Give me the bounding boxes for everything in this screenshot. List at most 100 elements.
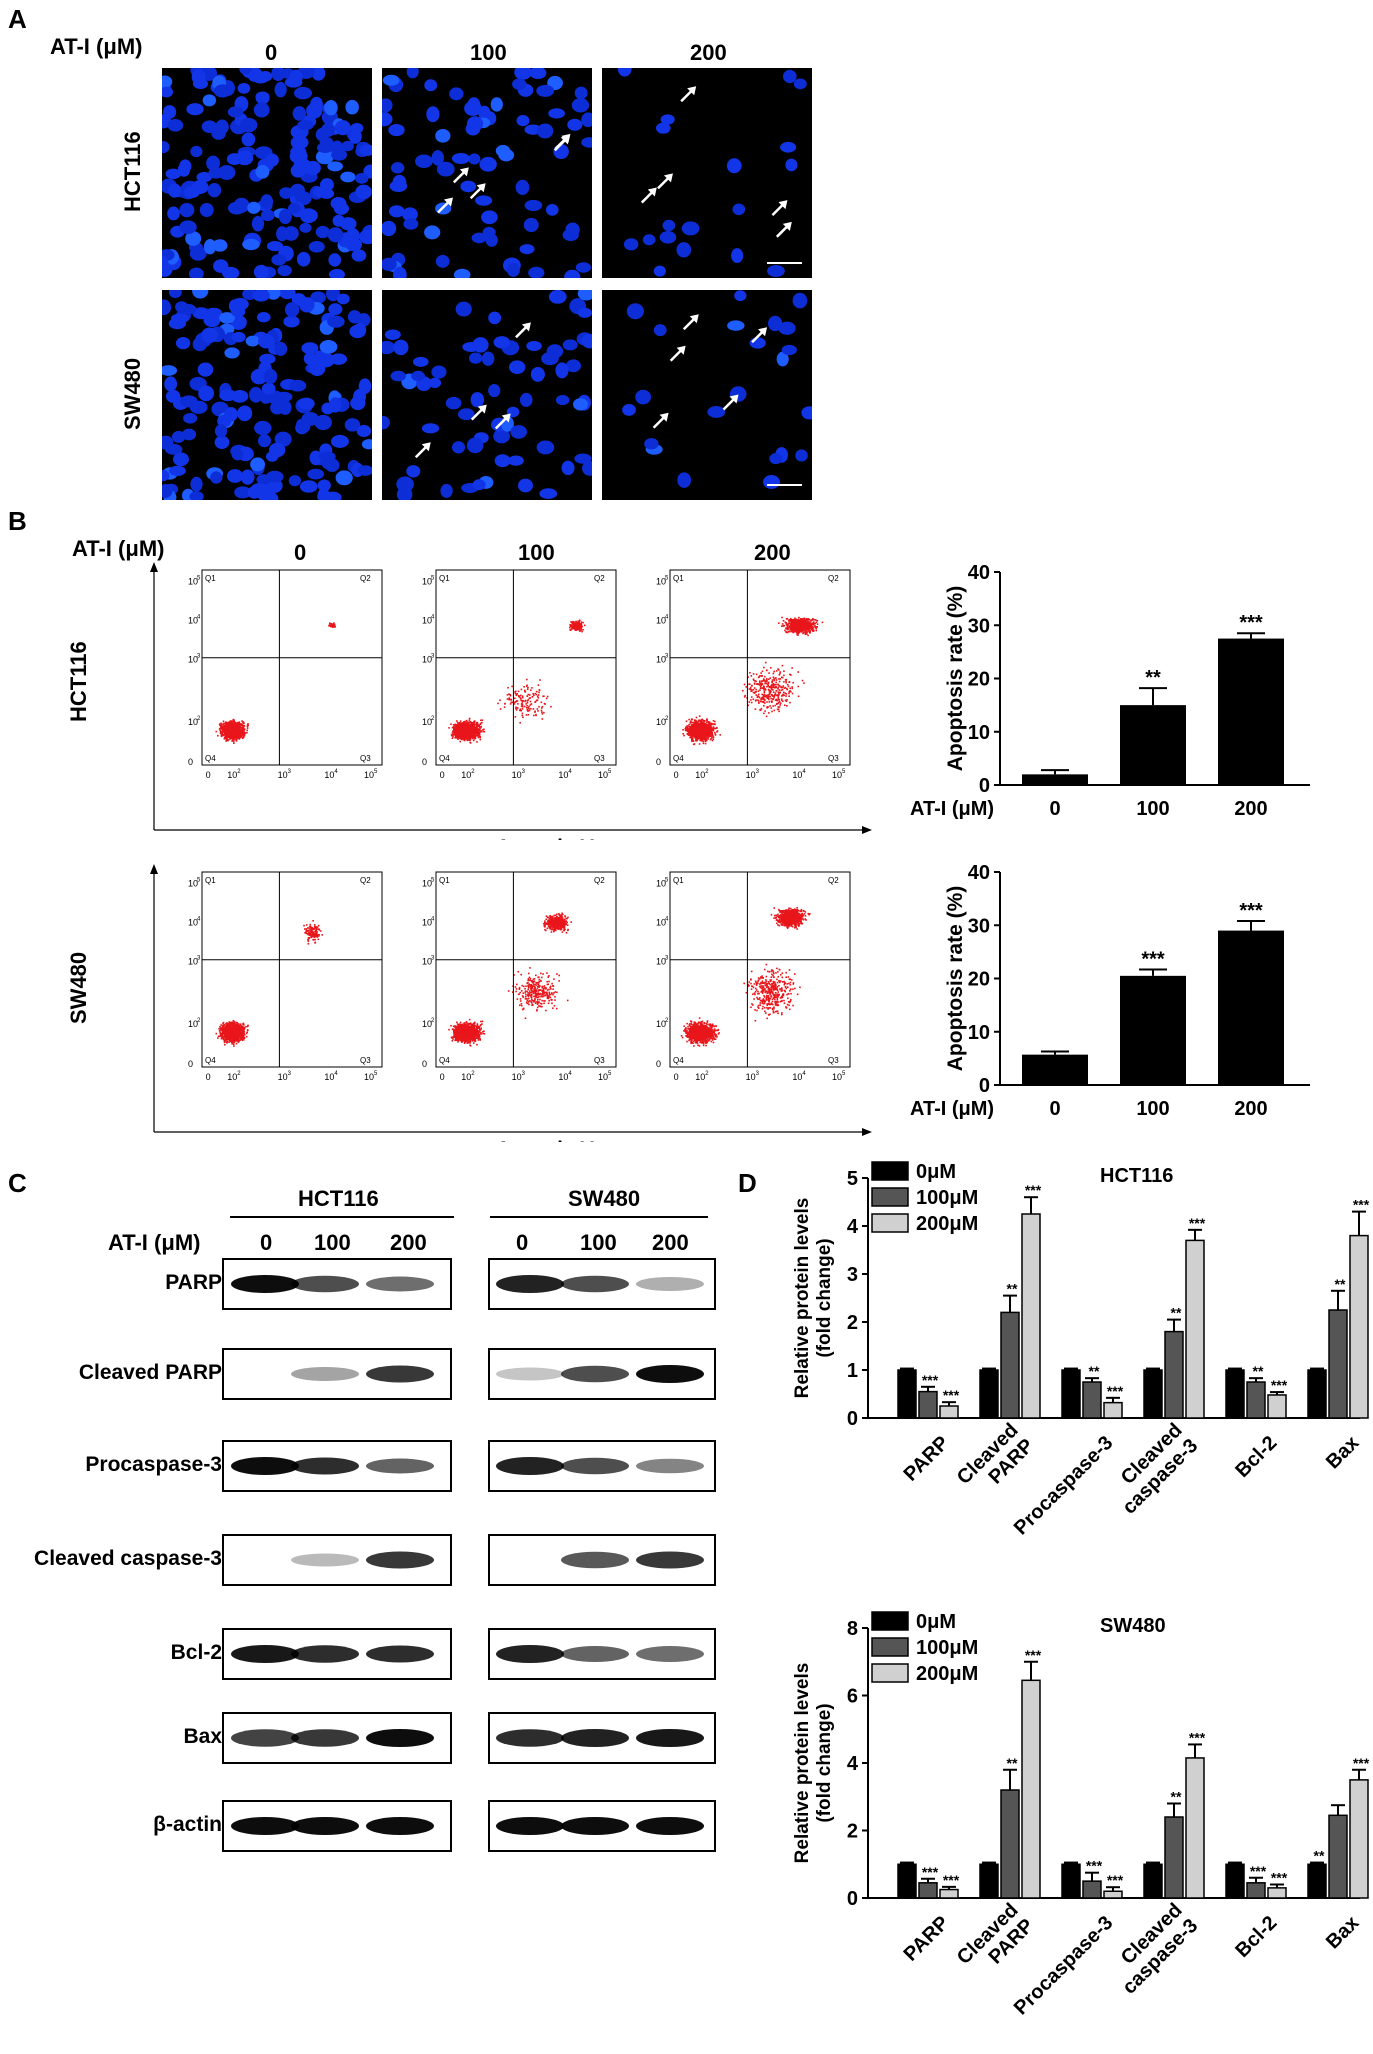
event-dot: [460, 722, 462, 725]
event-dot: [229, 722, 231, 725]
event-dot: [453, 730, 456, 733]
nucleus: [283, 315, 300, 328]
event-dot: [716, 730, 719, 732]
flow-y-tick: 10: [422, 577, 432, 587]
event-dot: [684, 728, 687, 730]
flow-x-tick-exp: 4: [334, 769, 338, 775]
event-dot: [692, 726, 695, 729]
event-dot: [230, 727, 233, 729]
event-dot: [222, 725, 225, 728]
event-dot: [799, 630, 801, 633]
nucleus: [162, 256, 169, 272]
event-dot: [460, 726, 462, 729]
event-dot: [571, 624, 573, 627]
nucleus: [183, 186, 200, 199]
nucleus: [214, 435, 230, 449]
event-dot: [527, 713, 530, 716]
event-dot: [524, 699, 527, 702]
event-dot: [692, 731, 694, 734]
event-dot: [471, 723, 474, 726]
event-dot: [705, 738, 707, 741]
event-dot: [456, 726, 459, 729]
event-dot: [577, 620, 580, 623]
flow-y-tick: 0: [422, 757, 427, 767]
nucleus: [457, 408, 475, 421]
event-dot: [712, 738, 715, 741]
event-dot: [221, 728, 224, 731]
event-dot: [691, 734, 694, 737]
event-dot: [815, 629, 818, 632]
event-dot: [241, 736, 244, 739]
event-dot: [230, 732, 232, 735]
event-dot: [538, 689, 541, 692]
dose-header-b-0: 0: [294, 540, 307, 565]
nucleus: [676, 242, 692, 258]
event-dot: [530, 689, 532, 691]
quadrant-label: Q2: [360, 574, 371, 583]
event-dot: [709, 726, 711, 729]
event-dot: [463, 724, 466, 727]
event-dot: [540, 701, 543, 704]
nucleus: [162, 86, 174, 98]
event-dot: [223, 728, 226, 730]
event-dot: [455, 733, 457, 735]
event-dot: [242, 721, 245, 723]
event-dot: [332, 626, 334, 628]
nucleus: [179, 303, 197, 315]
event-dot: [579, 627, 581, 630]
event-dot: [332, 623, 334, 626]
nucleus: [252, 290, 270, 302]
nucleus: [536, 84, 555, 97]
event-dot: [570, 621, 572, 623]
event-dot: [690, 726, 693, 729]
event-dot: [237, 729, 239, 731]
event-dot: [466, 735, 469, 738]
event-dot: [796, 626, 799, 628]
nucleus: [297, 119, 314, 131]
nucleus: [653, 265, 666, 277]
event-dot: [574, 623, 577, 626]
nucleus: [335, 470, 353, 486]
event-dot: [690, 725, 693, 728]
event-dot: [243, 731, 246, 734]
nucleus: [192, 290, 209, 299]
nucleus: [279, 400, 292, 415]
event-dot: [703, 720, 705, 723]
nucleus: [510, 425, 528, 439]
event-dot: [233, 730, 236, 733]
nucleus: [265, 153, 279, 167]
event-dot: [685, 728, 688, 731]
nucleus: [197, 362, 214, 377]
event-dot: [470, 734, 472, 736]
dose-header-b-100: 100: [518, 540, 555, 565]
flow-y-tick-exp: 2: [197, 716, 201, 722]
nucleus: [767, 315, 783, 332]
event-dot: [571, 627, 574, 629]
event-dot: [450, 723, 452, 725]
nucleus: [319, 340, 338, 354]
event-dot: [541, 713, 544, 715]
event-dot: [521, 714, 524, 717]
flow-y-tick-exp: 5: [431, 576, 435, 582]
event-dot: [691, 721, 694, 724]
nucleus: [307, 468, 325, 480]
event-dot: [697, 723, 700, 726]
event-dot: [467, 739, 470, 741]
event-dot: [476, 730, 478, 733]
event-dot: [328, 622, 331, 624]
event-dot: [469, 739, 471, 741]
event-dot: [473, 721, 476, 724]
nucleus: [793, 78, 807, 90]
event-dot: [692, 722, 695, 724]
event-dot: [711, 729, 714, 731]
flow-y-tick: 10: [188, 616, 198, 626]
event-dot: [577, 622, 580, 624]
event-dot: [223, 726, 226, 728]
event-dot: [231, 740, 233, 742]
event-dot: [246, 727, 249, 729]
nucleus: [507, 455, 524, 466]
event-dot: [478, 732, 481, 734]
nucleus: [635, 389, 651, 405]
event-dot: [712, 728, 715, 731]
event-dot: [229, 720, 232, 722]
